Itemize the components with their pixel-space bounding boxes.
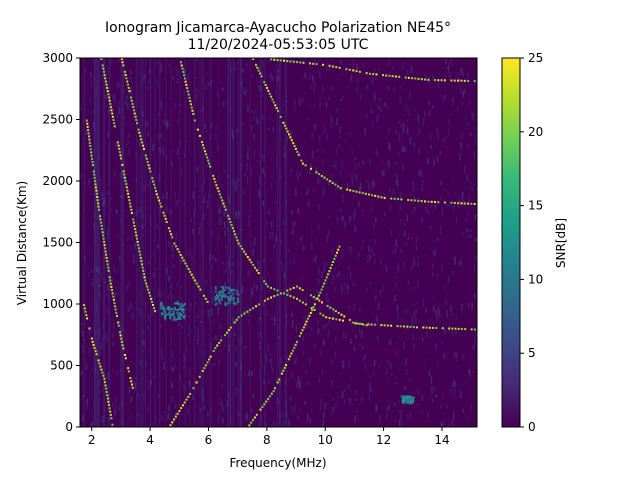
y-axis: 0 500 1000 1500 2000 2500 3000 (42, 51, 80, 434)
colorbar-tick-label: 15 (528, 199, 543, 213)
echo-trace (100, 58, 156, 313)
x-tick-label: 4 (146, 433, 154, 447)
y-tick-label: 3000 (42, 51, 73, 65)
y-tick-label: 2500 (42, 113, 73, 127)
colorbar-tick-label: 0 (528, 420, 536, 434)
echo-trace (180, 61, 368, 327)
x-axis-label: Frequency(MHz) (229, 456, 326, 470)
y-tick-label: 2000 (42, 174, 73, 188)
chart-title: Ionogram Jicamarca-Ayacucho Polarization… (105, 20, 451, 36)
y-tick-label: 500 (50, 359, 73, 373)
colorbar-tick-label: 20 (528, 125, 543, 139)
colorbar-tick-label: 25 (528, 51, 543, 65)
colorbar: 0 5 10 15 20 25 SNR[dB] (501, 51, 568, 434)
noise-patch (401, 395, 415, 405)
x-tick-label: 14 (434, 433, 449, 447)
colorbar-tick-label: 10 (528, 272, 543, 286)
colorbar-ticks: 0 5 10 15 20 25 (520, 51, 543, 434)
noise-patch (214, 286, 240, 306)
colorbar-tick-label: 5 (528, 346, 536, 360)
x-tick-label: 2 (88, 433, 96, 447)
echo-trace (85, 119, 134, 389)
echo-trace (252, 58, 476, 205)
x-tick-label: 8 (263, 433, 271, 447)
echo-trace (169, 285, 476, 427)
echo-trace (120, 58, 209, 303)
echo-trace (82, 304, 114, 426)
echo-trace (248, 245, 341, 427)
colorbar-label: SNR[dB] (554, 218, 568, 268)
y-tick-label: 1500 (42, 236, 73, 250)
x-tick-label: 10 (318, 433, 333, 447)
echo-trace (270, 58, 476, 83)
x-tick-label: 6 (205, 433, 213, 447)
y-axis-label: Virtual Distance(Km) (15, 181, 29, 305)
x-tick-label: 12 (376, 433, 391, 447)
x-axis: 2 4 6 8 10 12 14 (88, 427, 450, 447)
plot-area (79, 57, 478, 428)
heatmap-layer (80, 58, 477, 427)
colorbar-gradient (501, 57, 521, 428)
noise-texture (80, 58, 477, 427)
noise-patch (159, 301, 187, 321)
y-tick-label: 1000 (42, 297, 73, 311)
y-tick-label: 0 (65, 420, 73, 434)
chart-subtitle: 11/20/2024-05:53:05 UTC (188, 37, 369, 53)
